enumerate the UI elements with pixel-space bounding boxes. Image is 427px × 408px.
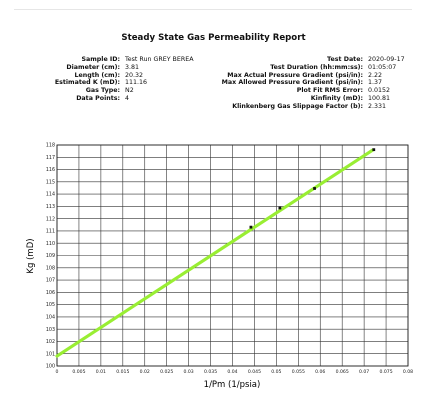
y-tick-label: 111 <box>46 229 55 235</box>
info-value: 2.22 <box>368 71 383 79</box>
info-row-max-allowed-gradient: Max Allowed Pressure Gradient (psi/in): … <box>204 79 405 87</box>
x-tick-label: 0.04 <box>227 369 237 375</box>
info-label: Data Points: <box>76 94 120 102</box>
y-tick-label: 116 <box>46 167 55 173</box>
y-tick-label: 108 <box>46 265 55 271</box>
info-value: Test Run GREY BEREA <box>125 56 194 63</box>
y-tick-label: 112 <box>46 216 55 222</box>
info-value: 2020-09-17 <box>368 56 405 63</box>
data-point <box>313 187 316 190</box>
x-tick-label: 0.025 <box>160 369 173 375</box>
top-divider <box>14 9 412 10</box>
info-label: Estimated K (mD): <box>54 79 120 87</box>
y-axis-label: Kg (mD) <box>26 238 36 273</box>
y-tick-label: 114 <box>46 192 55 198</box>
info-row-test-duration: Test Duration (hh:mm:ss): 01:05:07 <box>204 64 405 72</box>
info-value: 1.37 <box>368 79 383 87</box>
y-tick-label: 105 <box>46 302 55 308</box>
x-tick-label: 0.01 <box>96 369 106 375</box>
report-info-right: Test Date: 2020-09-17 Test Duration (hh:… <box>204 56 405 111</box>
x-tick-label: 0.045 <box>248 369 261 375</box>
data-point <box>249 225 253 229</box>
report-title: Steady State Gas Permeability Report <box>121 33 306 43</box>
info-row-length: Length (cm): 20.32 <box>20 72 194 80</box>
info-label: Klinkenberg Gas Slippage Factor (b): <box>232 102 363 110</box>
info-label: Kinfinity (mD): <box>310 94 363 102</box>
info-row-estimated-k: Estimated K (mD): 111.16 <box>20 79 194 87</box>
y-tick-label: 102 <box>46 339 55 345</box>
fit-line-layer <box>55 148 375 358</box>
info-row-sample-id: Sample ID: Test Run GREY BEREA <box>20 56 194 64</box>
fit-line <box>55 148 375 358</box>
info-value: 2.331 <box>368 102 387 110</box>
info-label: Gas Type: <box>85 87 120 95</box>
info-label: Length (cm): <box>74 71 120 79</box>
info-value: 0.0152 <box>368 87 391 95</box>
y-tick-label: 101 <box>46 351 55 357</box>
info-value: 01:05:07 <box>368 63 397 71</box>
chart-axes: 0 0.005 0.01 0.015 0.02 0.025 0.03 0.035 0.04 0.0… <box>46 143 413 375</box>
data-points-layer <box>249 148 376 229</box>
info-value: 20.32 <box>125 71 144 79</box>
info-label: Max Allowed Pressure Gradient (psi/in): <box>221 79 363 87</box>
info-label: Sample ID: <box>81 56 120 63</box>
info-label: Max Actual Pressure Gradient (psi/in): <box>227 71 363 79</box>
info-value: 111.16 <box>125 79 148 87</box>
y-tick-label: 113 <box>46 204 55 210</box>
y-tick-label: 118 <box>46 143 55 149</box>
info-value: N2 <box>125 87 134 95</box>
info-row-kinfinity: Kinfinity (mD): 100.81 <box>204 95 405 103</box>
x-tick-label: 0.035 <box>204 369 217 375</box>
x-tick-label: 0.02 <box>140 369 150 375</box>
info-label: Test Duration (hh:mm:ss): <box>270 63 363 71</box>
info-label: Plot Fit RMS Error: <box>296 87 363 95</box>
info-value: 4 <box>125 94 130 102</box>
y-tick-label: 109 <box>46 253 55 259</box>
info-value: 3.81 <box>125 63 140 71</box>
x-tick-label: 0.08 <box>403 369 413 375</box>
x-tick-label: 0.03 <box>184 369 194 375</box>
plot-frame <box>56 144 409 367</box>
data-point <box>278 206 282 210</box>
chart-grid <box>56 144 409 367</box>
y-tick-label: 106 <box>46 290 55 296</box>
info-row-gas-type: Gas Type: N2 <box>20 87 194 95</box>
y-tick-label: 107 <box>46 278 55 284</box>
x-tick-label: 0 <box>56 369 59 375</box>
y-tick-label: 115 <box>46 179 55 185</box>
x-tick-label: 0.07 <box>359 369 369 375</box>
info-label: Test Date: <box>327 56 363 63</box>
y-tick-label: 103 <box>46 327 55 333</box>
info-value: 100.81 <box>368 94 391 102</box>
x-tick-label: 0.075 <box>379 369 392 375</box>
x-tick-label: 0.005 <box>72 369 85 375</box>
info-row-rms-error: Plot Fit RMS Error: 0.0152 <box>204 87 405 95</box>
info-row-data-points: Data Points: 4 <box>20 95 194 103</box>
info-row-test-date: Test Date: 2020-09-17 <box>204 56 405 64</box>
y-tick-label: 117 <box>46 155 55 161</box>
y-tick-label: 104 <box>46 314 55 320</box>
report-info-left: Sample ID: Test Run GREY BEREA Diameter … <box>20 56 194 103</box>
info-row-max-actual-gradient: Max Actual Pressure Gradient (psi/in): 2… <box>204 72 405 80</box>
y-tick-label: 100 <box>46 364 55 370</box>
y-tick-label: 110 <box>46 241 55 247</box>
info-row-slippage-factor: Klinkenberg Gas Slippage Factor (b): 2.3… <box>204 103 405 111</box>
data-point <box>372 148 376 152</box>
x-axis-label: 1/Pm (1/psia) <box>204 380 261 390</box>
x-tick-label: 0.055 <box>292 369 305 375</box>
info-label: Diameter (cm): <box>66 63 120 71</box>
x-tick-label: 0.06 <box>315 369 325 375</box>
x-tick-label: 0.05 <box>271 369 281 375</box>
x-tick-label: 0.015 <box>116 369 129 375</box>
info-row-diameter: Diameter (cm): 3.81 <box>20 64 194 72</box>
x-tick-label: 0.065 <box>336 369 349 375</box>
